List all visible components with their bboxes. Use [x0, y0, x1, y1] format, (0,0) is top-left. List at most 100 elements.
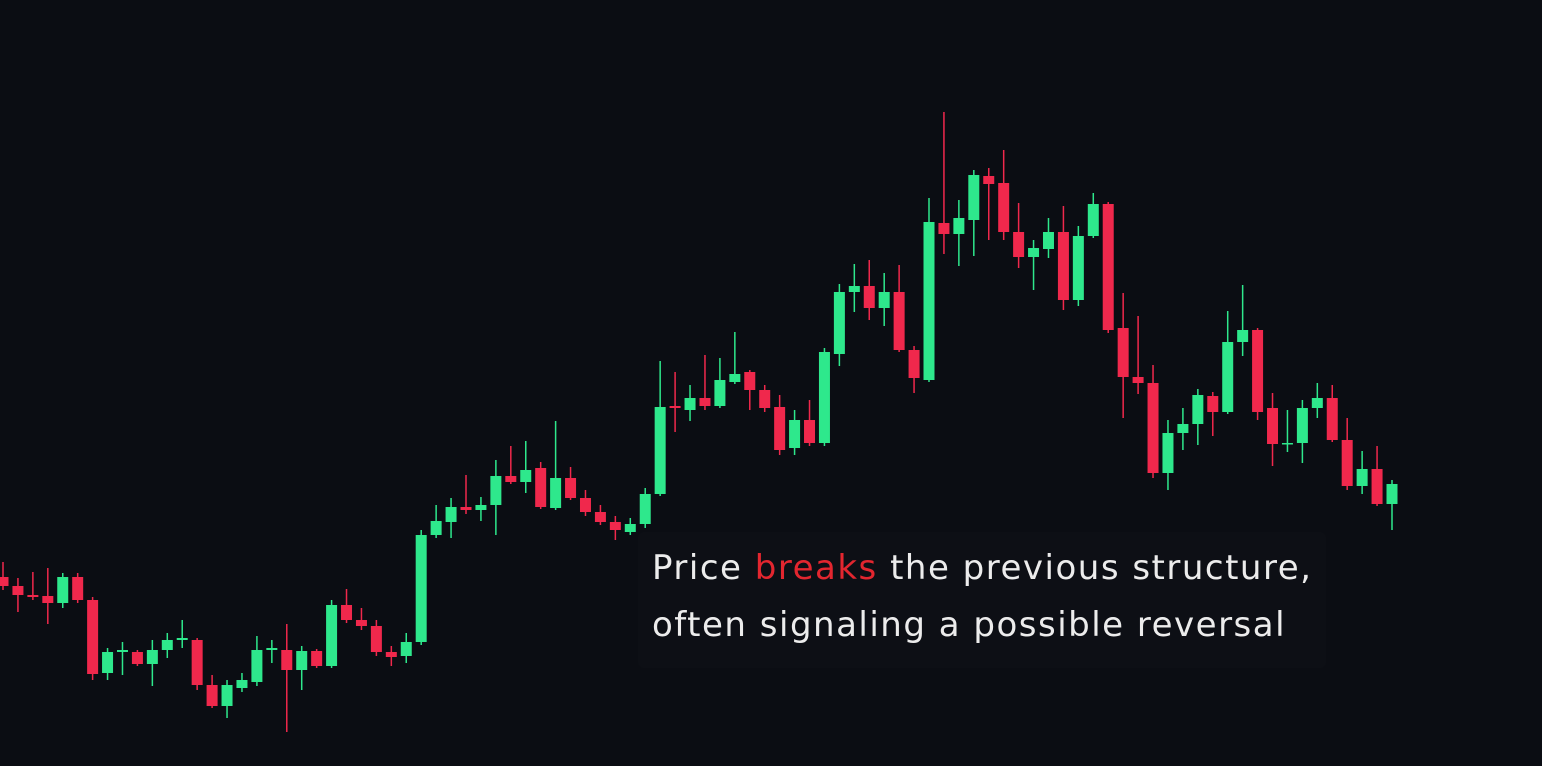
- candle-body: [1267, 408, 1279, 444]
- candle-body: [370, 626, 382, 652]
- candle-body: [1371, 469, 1383, 504]
- candle-body: [550, 478, 562, 508]
- candle-body: [1087, 204, 1099, 236]
- candle-body: [789, 420, 801, 448]
- candle-body: [1072, 236, 1084, 300]
- annotation-line: Price breaks the previous structure,: [652, 540, 1312, 597]
- candle-body: [1252, 330, 1264, 412]
- candle-body: [699, 398, 711, 406]
- candle-body: [565, 478, 577, 498]
- candle-body: [624, 524, 636, 532]
- candle-body: [206, 685, 218, 706]
- candle-body: [998, 183, 1010, 232]
- candle-body: [42, 596, 54, 603]
- candle-body: [505, 476, 517, 482]
- candle-body: [848, 286, 860, 292]
- candle-body: [1102, 204, 1114, 330]
- candle-body: [1057, 232, 1069, 300]
- candle-body: [983, 176, 995, 184]
- candle-body: [161, 640, 173, 650]
- candle-body: [1117, 328, 1129, 377]
- candle-body: [654, 407, 666, 494]
- candle-body: [1281, 443, 1293, 445]
- annotation-text: the previous structure,: [890, 548, 1313, 588]
- candle-body: [475, 505, 487, 510]
- candle-body: [281, 650, 293, 670]
- candle-body: [1341, 440, 1353, 486]
- candle-body: [893, 292, 905, 350]
- candle-body: [1296, 408, 1308, 443]
- candle-body: [326, 605, 338, 666]
- candle-body: [863, 286, 875, 308]
- candle-body: [341, 605, 353, 620]
- candle-body: [102, 652, 114, 673]
- candle-body: [72, 577, 84, 600]
- candle-body: [908, 350, 920, 378]
- candle-body: [1132, 377, 1144, 383]
- candle-body: [938, 223, 950, 234]
- candle-body: [744, 372, 756, 390]
- candle-body: [1028, 248, 1040, 257]
- candle-body: [1013, 232, 1025, 257]
- candle-body: [355, 620, 367, 626]
- candle-body: [520, 470, 532, 482]
- candle-body: [87, 600, 99, 674]
- candle-body: [0, 577, 9, 586]
- annotation: Price breaks the previous structure, oft…: [638, 532, 1327, 668]
- candle-body: [57, 577, 69, 603]
- candle-body: [1311, 398, 1323, 408]
- candle-body: [1162, 433, 1174, 473]
- candle-body: [176, 638, 188, 640]
- candle-body: [311, 651, 323, 666]
- annotation-line: often signaling a possible reversal: [652, 597, 1312, 654]
- candle-body: [385, 652, 397, 657]
- candle-body: [729, 374, 741, 382]
- candle-body: [236, 680, 248, 688]
- candle-body: [759, 390, 771, 408]
- candle-body: [12, 586, 24, 595]
- candle-body: [669, 406, 681, 408]
- candle-body: [609, 522, 621, 530]
- candle-body: [400, 642, 412, 656]
- candle-body: [27, 595, 39, 597]
- annotation-text: often signaling a possible reversal: [652, 605, 1287, 645]
- candle-body: [430, 521, 442, 535]
- candle-body: [579, 498, 591, 512]
- candle-body: [415, 535, 427, 642]
- candle-body: [684, 398, 696, 410]
- candle-body: [131, 652, 143, 664]
- candle-body: [818, 352, 830, 443]
- candle-body: [833, 292, 845, 354]
- annotation-text: Price: [652, 548, 743, 588]
- candle-body: [266, 648, 278, 650]
- candle-body: [774, 407, 786, 450]
- annotation-highlight: breaks: [754, 548, 878, 588]
- candle-body: [445, 507, 457, 522]
- candle-body: [1207, 396, 1219, 412]
- candle-body: [804, 420, 816, 443]
- candle-body: [714, 380, 726, 406]
- candle-body: [968, 175, 980, 220]
- candle-body: [923, 222, 935, 380]
- candle-body: [1042, 232, 1054, 249]
- candle-body: [1237, 330, 1249, 342]
- candle-body: [146, 650, 158, 664]
- candle-body: [1147, 383, 1159, 473]
- candle-body: [191, 640, 203, 685]
- candle-body: [1386, 484, 1398, 504]
- candle-body: [1177, 424, 1189, 433]
- candle-body: [251, 650, 263, 682]
- candle-body: [1326, 398, 1338, 440]
- candle-body: [1356, 469, 1368, 486]
- candle-body: [221, 685, 233, 706]
- candle-body: [490, 476, 502, 505]
- candle-body: [116, 650, 128, 652]
- candle-body: [594, 512, 606, 522]
- candle-body: [1222, 342, 1234, 412]
- candle-body: [953, 218, 965, 234]
- candle-body: [878, 292, 890, 308]
- candle-body: [460, 507, 472, 510]
- candle-body: [296, 651, 308, 670]
